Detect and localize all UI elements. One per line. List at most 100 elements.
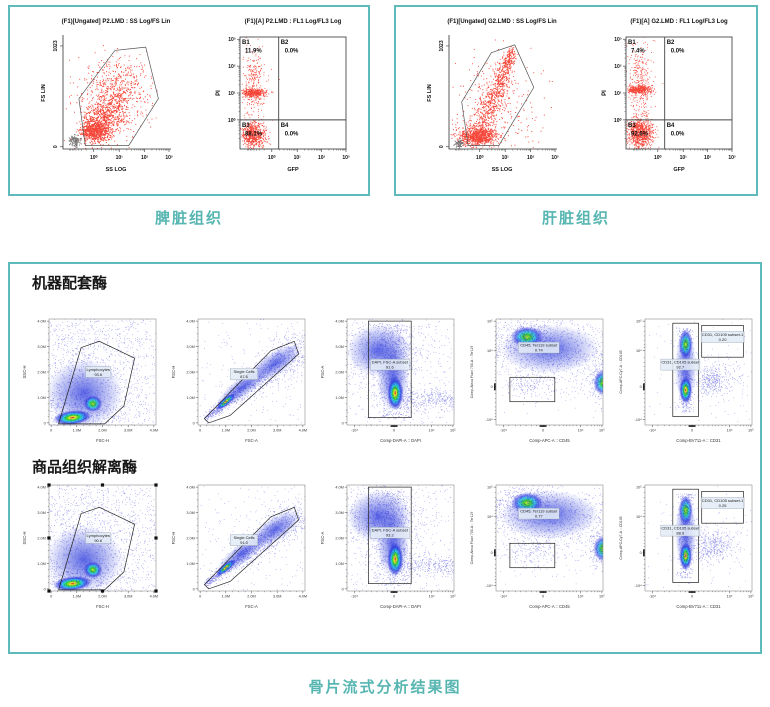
svg-text:Single Cells: Single Cells bbox=[233, 535, 254, 540]
svg-text:1023: 1023 bbox=[53, 40, 59, 51]
svg-text:2.0M: 2.0M bbox=[247, 429, 255, 433]
svg-text:10²: 10² bbox=[141, 155, 149, 161]
row1-dapi-subset-plot: -10⁴ 0 10⁴ 10⁵ 4.0M 3.0M 2.0M 1.0M 0 DAPI, FSC-A … bbox=[311, 312, 460, 454]
svg-text:0: 0 bbox=[342, 421, 344, 425]
svg-text:10⁰: 10⁰ bbox=[228, 118, 236, 124]
svg-text:Comp-APC-Cy7-A :: CD105: Comp-APC-Cy7-A :: CD105 bbox=[619, 516, 623, 559]
svg-text:1.0M: 1.0M bbox=[335, 562, 343, 566]
svg-text:Comp-APC-A :: CD45: Comp-APC-A :: CD45 bbox=[529, 438, 570, 443]
svg-text:90.6: 90.6 bbox=[94, 538, 103, 543]
svg-text:Comp-DAPI-A :: DAPI: Comp-DAPI-A :: DAPI bbox=[380, 438, 421, 443]
svg-text:FSC-H: FSC-H bbox=[96, 438, 109, 443]
svg-text:2.0M: 2.0M bbox=[37, 370, 45, 374]
svg-text:FS LIN: FS LIN bbox=[427, 84, 433, 101]
svg-text:-10⁴: -10⁴ bbox=[351, 595, 358, 599]
svg-text:10¹: 10¹ bbox=[680, 155, 688, 161]
svg-text:10⁵: 10⁵ bbox=[599, 429, 605, 433]
row2-cd45-ter119-plot: -10⁴ 0 10⁴ 10⁵ 10⁵ 10⁴ 0 -10⁴ CD45, Ter119 subse… bbox=[460, 478, 609, 620]
svg-text:1.0M: 1.0M bbox=[186, 562, 194, 566]
svg-text:3.0M: 3.0M bbox=[37, 345, 45, 349]
svg-text:10⁴: 10⁴ bbox=[578, 595, 584, 599]
svg-text:(F1)[A] G2.LMD : FL1 Log/FL3 L: (F1)[A] G2.LMD : FL1 Log/FL3 Log bbox=[630, 19, 728, 25]
svg-text:CD31, CD105 subset: CD31, CD105 subset bbox=[661, 359, 700, 364]
svg-text:10⁵: 10⁵ bbox=[487, 486, 493, 490]
svg-text:(F1)[Ungated] P2.LMD : SS Log/: (F1)[Ungated] P2.LMD : SS Log/FS Lin bbox=[62, 19, 171, 25]
bone-flow-panel-box: 机器配套酶 0 1.0M 2.0M 3.0M 4.0M 4.0M 3.0M 2.0M 1.0M 0… bbox=[8, 262, 762, 654]
svg-text:10⁵: 10⁵ bbox=[636, 320, 642, 324]
svg-text:FSC-A: FSC-A bbox=[245, 604, 258, 609]
svg-text:10⁰: 10⁰ bbox=[268, 155, 276, 161]
svg-text:FS LIN: FS LIN bbox=[41, 84, 47, 101]
svg-text:4.0M: 4.0M bbox=[335, 320, 343, 324]
svg-text:Single Cells: Single Cells bbox=[233, 369, 254, 374]
svg-text:-10⁴: -10⁴ bbox=[649, 429, 656, 433]
svg-text:2.0M: 2.0M bbox=[37, 536, 45, 540]
svg-text:0: 0 bbox=[491, 385, 493, 389]
svg-text:10⁴: 10⁴ bbox=[727, 595, 733, 599]
svg-text:10⁵: 10⁵ bbox=[636, 486, 642, 490]
svg-text:1.0M: 1.0M bbox=[222, 595, 230, 599]
svg-text:SS LOG: SS LOG bbox=[106, 167, 127, 173]
svg-text:3.0M: 3.0M bbox=[124, 595, 132, 599]
svg-text:0: 0 bbox=[50, 595, 52, 599]
svg-text:Comp-APC-A :: CD45: Comp-APC-A :: CD45 bbox=[529, 604, 570, 609]
svg-text:CD31, CD105 subset: CD31, CD105 subset bbox=[661, 525, 700, 530]
svg-text:1.0M: 1.0M bbox=[37, 396, 45, 400]
svg-text:0: 0 bbox=[50, 429, 52, 433]
svg-text:-10⁴: -10⁴ bbox=[486, 418, 493, 422]
svg-text:10⁴: 10⁴ bbox=[578, 429, 584, 433]
liver-ss-fs-scatter-plot: (F1)[Ungated] G2.LMD : SS Log/FS Lin 10⁰ 1… bbox=[397, 11, 573, 187]
svg-text:FSC-H: FSC-H bbox=[96, 604, 109, 609]
svg-text:0.25: 0.25 bbox=[719, 503, 728, 508]
svg-text:10³: 10³ bbox=[228, 37, 236, 43]
svg-text:2.0M: 2.0M bbox=[186, 536, 194, 540]
svg-text:4.0M: 4.0M bbox=[186, 320, 194, 324]
svg-text:2.0M: 2.0M bbox=[98, 429, 106, 433]
svg-text:-10⁴: -10⁴ bbox=[351, 429, 358, 433]
svg-text:0.0%: 0.0% bbox=[671, 131, 685, 137]
svg-text:3.0M: 3.0M bbox=[124, 429, 132, 433]
svg-text:10³: 10³ bbox=[342, 155, 350, 161]
svg-text:0: 0 bbox=[199, 595, 201, 599]
svg-text:10³: 10³ bbox=[614, 37, 622, 43]
svg-text:DAPI, FSC-A subset: DAPI, FSC-A subset bbox=[372, 359, 409, 364]
svg-text:B1: B1 bbox=[628, 40, 636, 46]
spleen-ss-fs-scatter-plot: (F1)[Ungated] P2.LMD : SS Log/FS Lin 10⁰ 1… bbox=[11, 11, 187, 187]
svg-text:2.0M: 2.0M bbox=[335, 536, 343, 540]
svg-text:CD45, Ter119 subset: CD45, Ter119 subset bbox=[520, 342, 558, 347]
svg-text:1023: 1023 bbox=[439, 40, 445, 51]
row1-lymphocytes-plot: 0 1.0M 2.0M 3.0M 4.0M 4.0M 3.0M 2.0M 1.0M 0 Lympho… bbox=[13, 312, 162, 454]
svg-text:SSC-H: SSC-H bbox=[22, 365, 27, 378]
svg-text:3.0M: 3.0M bbox=[335, 345, 343, 349]
row2-lymphocytes-plot: 0 1.0M 2.0M 3.0M 4.0M 4.0M 3.0M 2.0M 1.0M 0 Lympho… bbox=[13, 478, 162, 620]
svg-text:CD31, CD105 subset-1: CD31, CD105 subset-1 bbox=[702, 498, 744, 503]
svg-text:1.0M: 1.0M bbox=[335, 396, 343, 400]
svg-text:10⁴: 10⁴ bbox=[487, 515, 493, 519]
svg-text:CD45, Ter119 subset: CD45, Ter119 subset bbox=[520, 508, 558, 513]
svg-text:0: 0 bbox=[640, 385, 642, 389]
svg-text:0: 0 bbox=[640, 551, 642, 555]
svg-text:10³: 10³ bbox=[728, 155, 736, 161]
svg-text:10²: 10² bbox=[228, 64, 236, 70]
svg-text:10⁵: 10⁵ bbox=[450, 429, 456, 433]
svg-text:10⁰: 10⁰ bbox=[90, 155, 98, 161]
spleen-caption: 脾脏组织 bbox=[154, 210, 223, 227]
svg-text:0: 0 bbox=[691, 595, 693, 599]
svg-text:10⁵: 10⁵ bbox=[599, 595, 605, 599]
svg-text:10³: 10³ bbox=[551, 155, 559, 161]
svg-text:10²: 10² bbox=[318, 155, 326, 161]
spleen-pi-gfp-quadrant-plot: (F1)[A] P2.LMD : FL1 Log/FL3 Log 10⁰ 10¹ 10… bbox=[188, 11, 364, 187]
svg-text:FSC-H: FSC-H bbox=[171, 532, 176, 545]
svg-text:1.0M: 1.0M bbox=[73, 429, 81, 433]
svg-text:Comp-Alexa Fluor 700-A :: Ter1: Comp-Alexa Fluor 700-A :: Ter119 bbox=[470, 512, 474, 565]
svg-text:-10⁴: -10⁴ bbox=[500, 595, 507, 599]
svg-text:B4: B4 bbox=[281, 123, 289, 129]
svg-text:FSC-A: FSC-A bbox=[320, 532, 325, 545]
svg-text:1.0M: 1.0M bbox=[186, 396, 194, 400]
svg-text:10⁵: 10⁵ bbox=[748, 429, 754, 433]
bottom-caption: 骨片流式分析结果图 bbox=[308, 679, 462, 696]
svg-text:92.6%: 92.6% bbox=[631, 131, 649, 137]
liver-panel-box: (F1)[Ungated] G2.LMD : SS Log/FS Lin 10⁰ 1… bbox=[394, 5, 758, 196]
svg-text:10⁵: 10⁵ bbox=[450, 595, 456, 599]
svg-text:10⁵: 10⁵ bbox=[487, 320, 493, 324]
